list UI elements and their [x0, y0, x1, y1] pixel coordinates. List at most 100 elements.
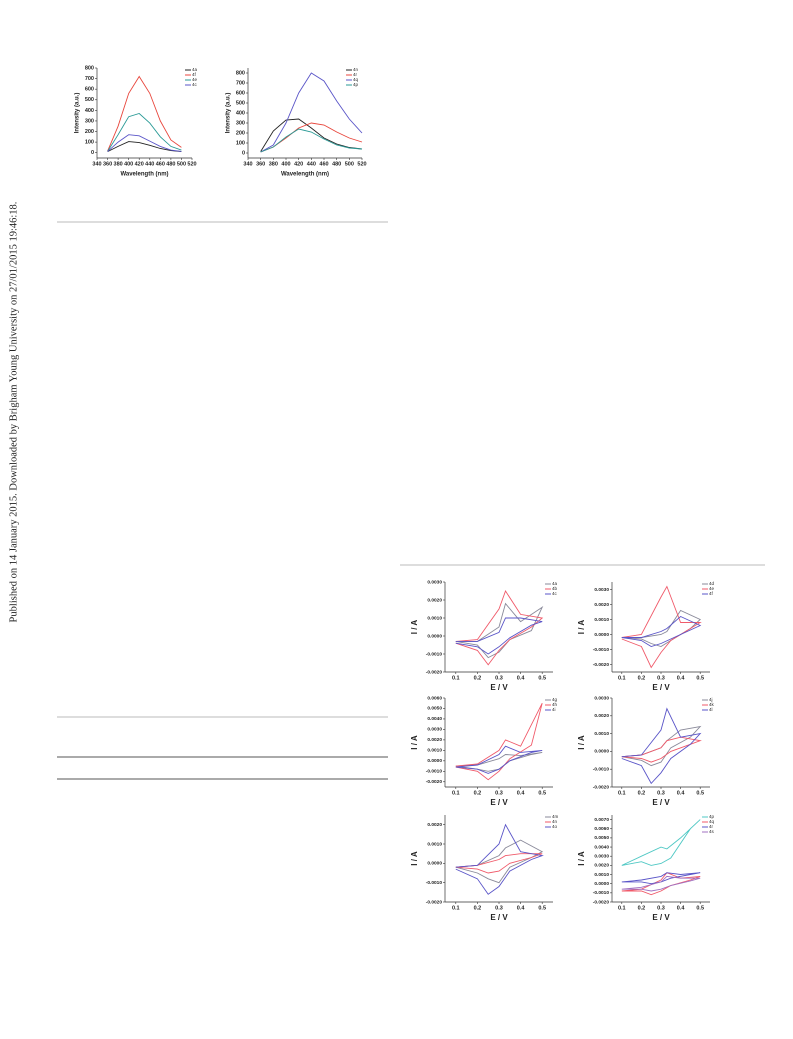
y-tick-label: -0.0020 [426, 669, 443, 675]
x-tick-label: 0.3 [495, 790, 503, 796]
y-tick-label: 0.0010 [427, 841, 442, 847]
x-tick-label: 0.4 [517, 905, 526, 911]
x-axis-label: Wavelength (nm) [281, 172, 329, 178]
y-tick-label: 0.0030 [427, 727, 442, 733]
x-axis-label: Wavelength (nm) [120, 172, 168, 178]
y-axis-label: I / A [410, 851, 419, 866]
legend-label: 4j [709, 697, 713, 702]
x-tick-label: 380 [269, 161, 278, 167]
series-line [455, 839, 544, 884]
series-line [260, 72, 363, 153]
x-tick-label: 400 [124, 161, 133, 167]
series-line [260, 128, 363, 153]
y-tick-label: 0.0000 [427, 758, 442, 764]
x-tick-label: 0.2 [474, 790, 482, 796]
series-line [621, 736, 702, 763]
y-tick-label: 0.0060 [594, 826, 609, 832]
series-line [455, 751, 543, 772]
x-tick-label: 360 [103, 161, 112, 167]
x-tick-label: 0.5 [696, 675, 704, 681]
legend-label: 4e [192, 77, 198, 82]
x-tick-label: 0.2 [638, 675, 646, 681]
y-axis-label: I / A [577, 735, 586, 750]
x-tick-label: 0.3 [657, 905, 665, 911]
x-tick-label: 480 [332, 161, 341, 167]
legend-label: 4f [709, 591, 714, 596]
x-tick-label: 420 [294, 161, 303, 167]
y-tick-label: 300 [85, 118, 94, 124]
series-line [107, 112, 182, 152]
series-line [455, 589, 544, 666]
legend-label: 4f [192, 72, 197, 77]
x-tick-label: 0.1 [452, 675, 460, 681]
series-line [621, 609, 702, 647]
x-tick-label: 480 [166, 161, 175, 167]
y-tick-label: 0.0030 [594, 853, 609, 859]
x-tick-label: 0.5 [696, 905, 704, 911]
y-tick-label: 200 [85, 129, 94, 135]
legend-label: 4c [552, 591, 558, 596]
y-tick-label: 0.0010 [594, 731, 609, 737]
y-tick-label: 0 [242, 150, 245, 156]
series-line [455, 853, 543, 874]
series-line [455, 602, 544, 659]
y-tick-label: 600 [85, 87, 94, 93]
x-tick-label: 520 [357, 161, 366, 167]
y-tick-label: -0.0020 [593, 899, 610, 905]
legend-label: 4s [709, 829, 715, 834]
y-tick-label: 0.0030 [594, 587, 609, 593]
x-tick-label: 340 [243, 161, 252, 167]
x-tick-label: 0.4 [517, 675, 526, 681]
series-line [107, 134, 182, 152]
series-line [455, 617, 543, 655]
series-line [455, 823, 544, 895]
legend-label: 4h [552, 702, 558, 707]
y-tick-label: 0.0050 [594, 835, 609, 841]
series-line [621, 707, 702, 785]
y-tick-label: 800 [236, 70, 245, 76]
y-axis-label: I / A [410, 620, 419, 635]
y-tick-label: 700 [85, 76, 94, 82]
y-tick-label: -0.0010 [593, 766, 610, 772]
series-line [621, 875, 701, 892]
legend-label: 4a [192, 67, 198, 72]
x-axis-label: E / V [652, 798, 670, 807]
x-tick-label: 0.3 [495, 905, 503, 911]
y-tick-label: 100 [85, 140, 94, 146]
y-tick-label: 0.0020 [427, 822, 442, 828]
side-text: Published on 14 January 2015. Downloaded… [8, 202, 19, 623]
legend-label: 4i [552, 707, 556, 712]
y-tick-label: 0.0000 [594, 881, 609, 887]
y-tick-label: 800 [85, 65, 94, 71]
y-tick-label: -0.0010 [426, 880, 443, 886]
y-tick-label: -0.0020 [593, 784, 610, 790]
y-tick-label: 0.0020 [594, 863, 609, 869]
y-tick-label: 0.0050 [427, 706, 442, 712]
x-tick-label: 0.5 [538, 790, 546, 796]
x-tick-label: 420 [135, 161, 144, 167]
y-tick-label: 400 [85, 108, 94, 114]
x-tick-label: 460 [156, 161, 165, 167]
legend-label: 4q [353, 77, 359, 82]
x-tick-label: 0.4 [517, 790, 526, 796]
x-tick-label: 440 [307, 161, 316, 167]
y-tick-label: 0.0020 [594, 602, 609, 608]
legend-label: 4p [353, 82, 359, 87]
y-tick-label: 0 [91, 150, 94, 156]
x-tick-label: 460 [319, 161, 328, 167]
x-tick-label: 440 [145, 161, 154, 167]
series-line [107, 75, 182, 152]
y-tick-label: 100 [236, 140, 245, 146]
y-tick-label: 0.0000 [427, 861, 442, 867]
y-tick-label: -0.0020 [593, 662, 610, 668]
x-tick-label: 0.3 [657, 675, 665, 681]
series-line [455, 702, 543, 781]
legend-label: 4k [709, 702, 715, 707]
y-tick-label: -0.0020 [426, 899, 443, 905]
y-tick-label: 300 [236, 120, 245, 126]
legend-label: 4o [552, 824, 558, 829]
legend-label: 4d [709, 581, 715, 586]
y-tick-label: 0.0030 [594, 695, 609, 701]
legend-label: 4m [552, 814, 559, 819]
